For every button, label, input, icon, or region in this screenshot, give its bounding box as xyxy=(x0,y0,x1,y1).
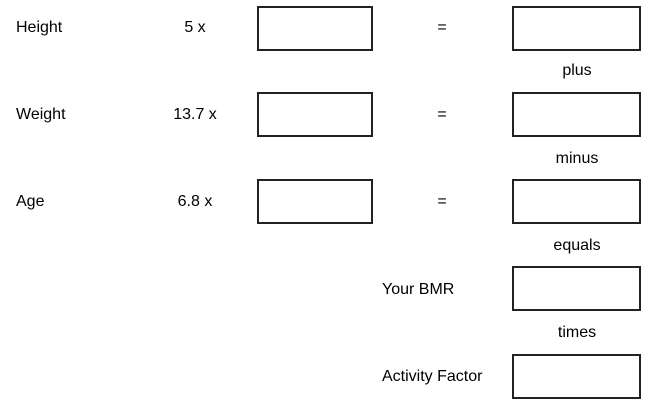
operator-times: times xyxy=(557,324,597,341)
weight-input[interactable] xyxy=(257,92,373,137)
age-result-field[interactable] xyxy=(512,179,641,224)
height-result-field[interactable] xyxy=(512,6,641,51)
weight-label: Weight xyxy=(16,106,66,123)
age-coefficient: 6.8 x xyxy=(177,193,213,210)
bmr-field[interactable] xyxy=(512,266,641,311)
age-input[interactable] xyxy=(257,179,373,224)
activity-factor-field[interactable] xyxy=(512,354,641,399)
weight-equals-sign: = xyxy=(437,106,447,123)
weight-result-field[interactable] xyxy=(512,92,641,137)
height-equals-sign: = xyxy=(437,19,447,36)
activity-factor-label: Activity Factor xyxy=(382,368,483,385)
height-label: Height xyxy=(16,19,63,36)
height-input[interactable] xyxy=(257,6,373,51)
height-coefficient: 5 x xyxy=(184,19,206,36)
operator-equals: equals xyxy=(553,237,601,254)
bmr-label: Your BMR xyxy=(382,281,455,298)
age-label: Age xyxy=(16,193,45,210)
operator-plus: plus xyxy=(562,62,592,79)
weight-coefficient: 13.7 x xyxy=(173,106,217,123)
operator-minus: minus xyxy=(555,150,599,167)
age-equals-sign: = xyxy=(437,193,447,210)
